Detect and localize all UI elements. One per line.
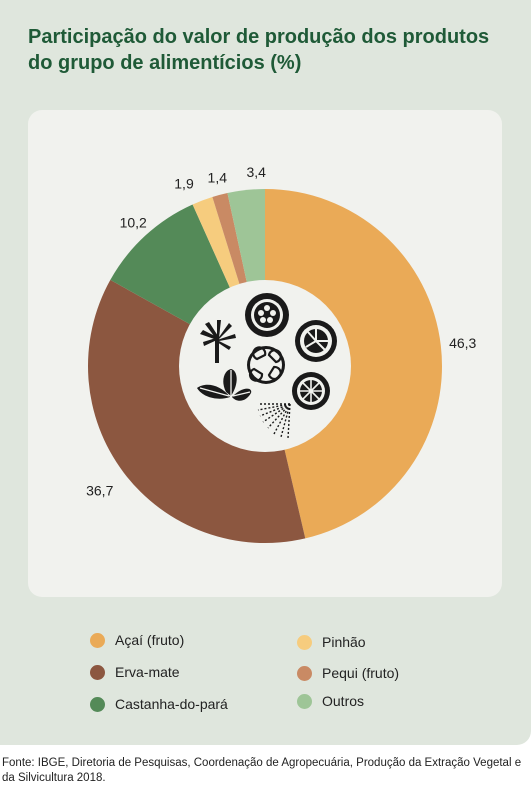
pinhao-icon: [247, 346, 285, 384]
data-label: 3,4: [246, 164, 266, 180]
source-note: Fonte: IBGE, Diretoria de Pesquisas, Coo…: [2, 757, 522, 784]
donut-chart: 46,3 36,7 10,2 1,9 1,4 3,4: [86, 164, 477, 543]
castanha-icon: [292, 372, 330, 410]
data-label: 1,4: [208, 169, 228, 185]
data-label: 10,2: [120, 214, 147, 230]
chart-title: Participação do valor de produção dos pr…: [28, 26, 490, 74]
seeds-spray-icon: [257, 403, 291, 439]
data-label: 1,9: [174, 176, 194, 192]
data-label: 46,3: [449, 335, 476, 351]
palm-tree-icon: [200, 320, 236, 363]
data-label: 36,7: [86, 483, 113, 499]
acai-icon: [245, 293, 289, 337]
pie-slice-a-a-fruto: [265, 189, 442, 539]
fruit-slice-icon: [295, 320, 337, 362]
erva-mate-leaves-icon: [197, 369, 252, 401]
